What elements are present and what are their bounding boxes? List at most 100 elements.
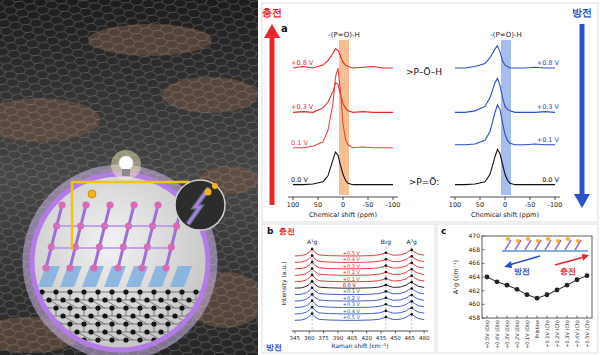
tick: [482, 277, 485, 278]
tick-label: -100: [548, 201, 563, 209]
graphene-mesh: [0, 0, 258, 355]
atom: [95, 289, 100, 294]
atom: [109, 337, 114, 342]
atom: [95, 321, 100, 326]
atom: [158, 313, 163, 318]
atom: [200, 329, 205, 334]
data-line: [487, 276, 587, 299]
atom: [67, 321, 72, 326]
atom: [46, 329, 51, 334]
atom: [207, 305, 212, 310]
atom: [165, 305, 170, 310]
atom: [137, 305, 142, 310]
tick: [482, 249, 485, 250]
atom: [74, 313, 79, 318]
atom: [88, 329, 93, 334]
tick-label: +0.3V (Ch): [564, 320, 570, 348]
arrow: [509, 256, 540, 265]
annotation: 충전: [279, 227, 295, 236]
spectrum: [455, 149, 555, 184]
tick: [480, 197, 481, 200]
bond: [210, 308, 211, 316]
series-label: +0.5 V: [343, 314, 361, 320]
inset-ion: [516, 239, 520, 243]
inset-layer: [502, 250, 588, 252]
atom: [81, 321, 86, 326]
bond: [203, 316, 217, 317]
peak-dot: [385, 309, 388, 312]
atom: [137, 337, 142, 342]
atom: [130, 297, 135, 302]
marker: [535, 296, 540, 301]
arrowhead: [574, 194, 590, 208]
atom: [32, 329, 37, 334]
atom: [48, 243, 55, 250]
atom: [137, 321, 142, 326]
series-label: +0.3 V: [343, 263, 361, 269]
inset: [175, 180, 225, 230]
chain: [118, 205, 134, 268]
x-axis: [292, 331, 428, 332]
atom: [60, 313, 65, 318]
tick: [309, 331, 310, 334]
series-label: +0.1 V: [343, 276, 361, 282]
tick-label: 375: [318, 335, 329, 341]
atom: [116, 297, 121, 302]
spectrum: [295, 256, 424, 263]
atom: [81, 305, 86, 310]
peak-dot: [311, 299, 314, 302]
atom: [109, 321, 114, 326]
tick-label: 464: [469, 273, 481, 280]
peak-dot: [311, 280, 314, 283]
atom: [138, 264, 145, 271]
marker: [565, 283, 570, 288]
inset-ion: [576, 239, 580, 243]
background: [0, 0, 258, 355]
atom: [137, 289, 142, 294]
tick: [381, 331, 382, 334]
highlight-band: [501, 40, 511, 195]
spectrum: [295, 262, 424, 269]
highlight-label: -(P=O)-H: [490, 31, 521, 39]
spectrum: [295, 294, 424, 301]
atom: [66, 264, 73, 271]
atom: [120, 243, 127, 250]
atom: [123, 289, 128, 294]
atom: [151, 289, 156, 294]
tick-label: 405: [347, 335, 358, 341]
annotation: >P–Ö–H: [406, 67, 442, 77]
atom: [90, 264, 97, 271]
ion: [212, 183, 218, 189]
bond: [28, 308, 29, 316]
marker: [545, 292, 550, 297]
atom: [95, 305, 100, 310]
atom: [53, 289, 58, 294]
tick-label: 100: [449, 201, 461, 209]
atom: [116, 329, 121, 334]
tick: [482, 290, 485, 291]
panel-letter: a: [281, 23, 288, 34]
bond: [56, 340, 70, 341]
panel-frame: [262, 3, 598, 222]
series-label: +0.4 V: [343, 256, 361, 262]
bond: [49, 332, 63, 340]
marker: [525, 292, 530, 297]
marker: [515, 287, 520, 292]
atom: [81, 289, 86, 294]
peak-dot: [410, 300, 413, 303]
atom: [193, 289, 198, 294]
inset-ion: [546, 237, 550, 241]
atom: [144, 243, 151, 250]
bond: [203, 300, 217, 308]
tick: [294, 331, 295, 334]
peak-dot: [385, 264, 388, 267]
peak-label: A²g: [407, 238, 418, 246]
peak-dot: [385, 284, 388, 287]
axis-title: Chemical shift (ppm): [309, 211, 377, 219]
series-label: +0.4 V: [343, 308, 361, 314]
arrowhead: [504, 261, 512, 268]
bond: [182, 340, 196, 341]
spectrum: [295, 281, 424, 288]
atom: [151, 321, 156, 326]
series-label: +0.3 V: [343, 301, 361, 307]
